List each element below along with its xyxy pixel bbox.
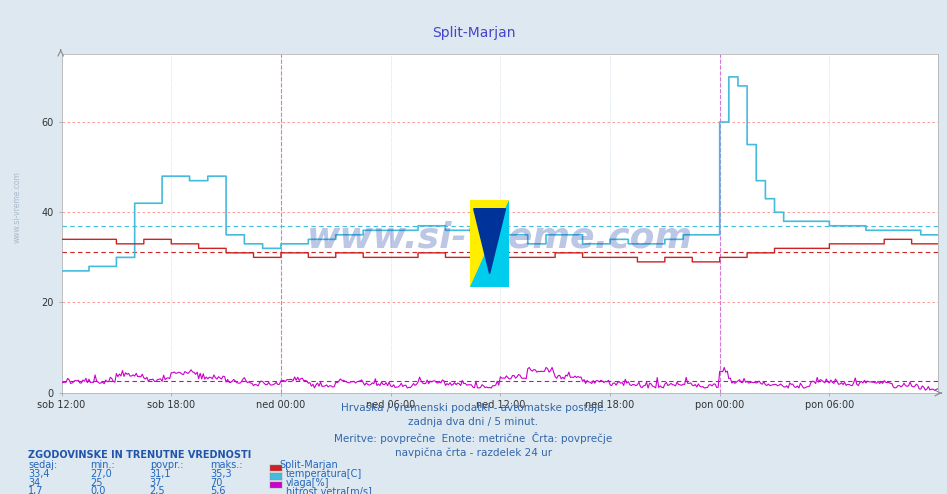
- Polygon shape: [470, 200, 509, 287]
- Text: 27,0: 27,0: [90, 469, 112, 479]
- Text: Meritve: povprečne  Enote: metrične  Črta: povprečje: Meritve: povprečne Enote: metrične Črta:…: [334, 432, 613, 444]
- Polygon shape: [470, 200, 509, 287]
- Text: 70: 70: [210, 478, 223, 488]
- Text: Hrvaška / vremenski podatki - avtomatske postaje.: Hrvaška / vremenski podatki - avtomatske…: [341, 403, 606, 413]
- Text: Split-Marjan: Split-Marjan: [279, 460, 338, 470]
- Text: 31,1: 31,1: [150, 469, 171, 479]
- Text: maks.:: maks.:: [210, 460, 242, 470]
- Text: zadnja dva dni / 5 minut.: zadnja dva dni / 5 minut.: [408, 417, 539, 427]
- Text: vlaga[%]: vlaga[%]: [286, 478, 330, 488]
- Text: hitrost vetra[m/s]: hitrost vetra[m/s]: [286, 486, 372, 494]
- Text: Split-Marjan: Split-Marjan: [432, 26, 515, 40]
- Text: www.si-vreme.com: www.si-vreme.com: [307, 220, 692, 254]
- Text: navpična črta - razdelek 24 ur: navpična črta - razdelek 24 ur: [395, 447, 552, 457]
- Text: 34: 34: [28, 478, 41, 488]
- Text: www.si-vreme.com: www.si-vreme.com: [12, 171, 22, 244]
- Text: min.:: min.:: [90, 460, 115, 470]
- Text: 0,0: 0,0: [90, 486, 105, 494]
- Text: temperatura[C]: temperatura[C]: [286, 469, 363, 479]
- Text: 25: 25: [90, 478, 102, 488]
- Text: 37: 37: [150, 478, 162, 488]
- Text: 2,5: 2,5: [150, 486, 165, 494]
- Text: ZGODOVINSKE IN TRENUTNE VREDNOSTI: ZGODOVINSKE IN TRENUTNE VREDNOSTI: [28, 450, 252, 459]
- Text: 35,3: 35,3: [210, 469, 232, 479]
- Text: 33,4: 33,4: [28, 469, 50, 479]
- Text: 1,7: 1,7: [28, 486, 44, 494]
- Polygon shape: [474, 209, 506, 274]
- Text: 5,6: 5,6: [210, 486, 225, 494]
- Text: povpr.:: povpr.:: [150, 460, 183, 470]
- Text: sedaj:: sedaj:: [28, 460, 58, 470]
